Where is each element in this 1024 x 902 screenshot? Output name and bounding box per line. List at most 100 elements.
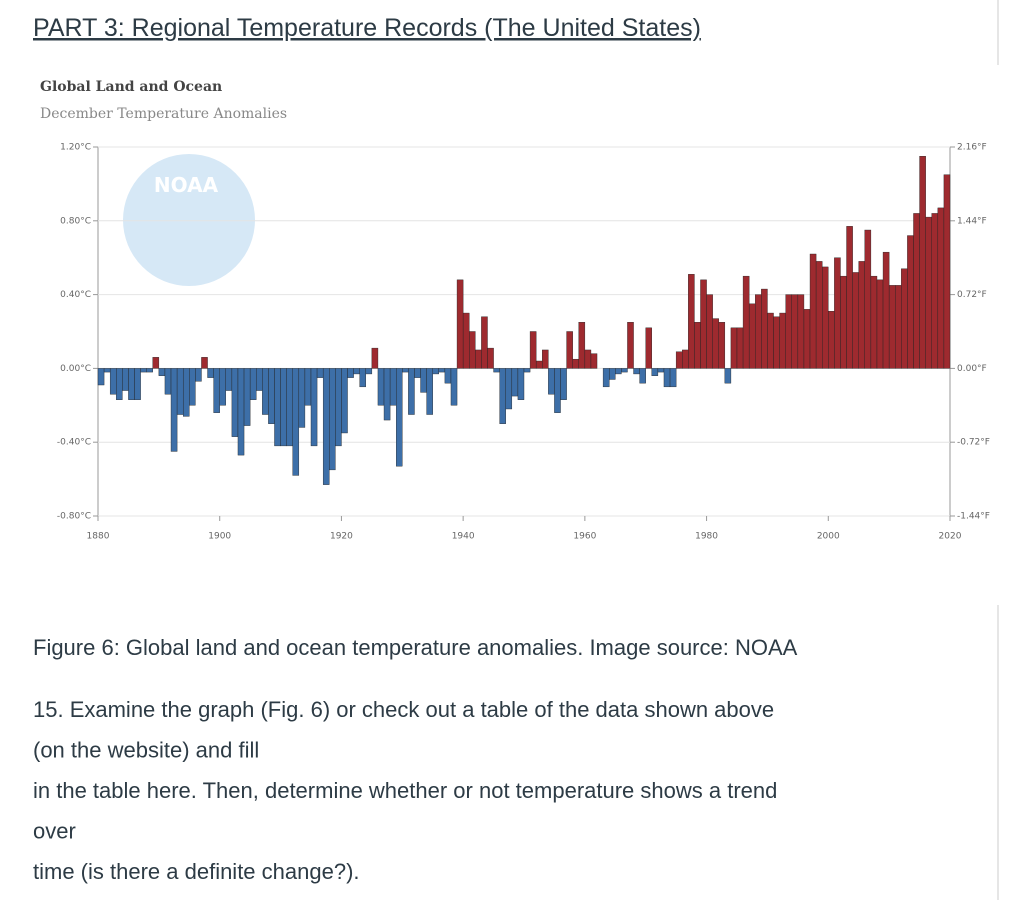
question-line: in the table here. Then, determine wheth… xyxy=(33,778,777,803)
bar xyxy=(730,327,738,369)
bar xyxy=(876,279,884,369)
bar xyxy=(633,368,640,375)
bar xyxy=(128,368,135,400)
bar xyxy=(402,368,409,373)
chart-subtitle: December Temperature Anomalies xyxy=(40,106,287,122)
bar xyxy=(438,368,446,373)
bar xyxy=(170,368,178,452)
bar xyxy=(736,327,744,369)
bar xyxy=(505,368,513,410)
bar xyxy=(469,331,476,369)
plot: -0.80°C -0.40°C 0.00°C 0.40°C 0.80°C 1.20°C -1… xyxy=(57,143,990,542)
bar xyxy=(341,368,348,434)
bar xyxy=(572,358,579,369)
bar xyxy=(207,368,214,378)
bar xyxy=(371,347,379,369)
bar xyxy=(779,312,786,369)
bar xyxy=(773,316,780,369)
bar xyxy=(523,368,531,373)
bar xyxy=(560,368,567,400)
bar xyxy=(578,322,586,369)
bar xyxy=(675,351,683,369)
caption: Figure 6: Global land and ocean temperat… xyxy=(33,635,798,660)
bar xyxy=(396,368,403,467)
x-tick-label: 2000 xyxy=(817,532,840,542)
bar xyxy=(627,322,634,369)
bar xyxy=(761,288,768,369)
bar xyxy=(158,368,166,376)
bar xyxy=(231,368,239,437)
bar xyxy=(566,331,573,369)
bar xyxy=(201,357,208,369)
question-line: time (is there a definite change?). xyxy=(33,859,360,884)
bar xyxy=(529,331,537,369)
bar xyxy=(383,368,391,421)
question: 15. Examine the graph (Fig. 6) or check … xyxy=(33,697,777,884)
bar xyxy=(146,368,153,373)
x-tick-label: 1900 xyxy=(208,532,231,542)
question-line: 15. Examine the graph (Fig. 6) or check … xyxy=(33,697,774,722)
bar xyxy=(122,368,129,391)
bar xyxy=(243,368,251,426)
y2-tick-label: 0.72°F xyxy=(957,290,987,300)
bar xyxy=(724,368,732,384)
bar xyxy=(219,368,226,406)
x-tick-label: 1880 xyxy=(87,532,110,542)
bar xyxy=(858,261,866,369)
bar xyxy=(840,275,847,369)
bar xyxy=(797,294,805,369)
bar xyxy=(134,368,141,400)
bar xyxy=(450,368,458,406)
bar xyxy=(116,368,123,400)
heading: PART 3: Regional Temperature Records (Th… xyxy=(33,14,701,42)
y-tick-label: 1.20°C xyxy=(60,143,91,153)
x-tick-label: 1920 xyxy=(330,532,353,542)
bar xyxy=(268,368,275,424)
logo-text: NOAA xyxy=(154,173,219,197)
bar xyxy=(408,368,415,415)
y2-tick-label: -0.72°F xyxy=(957,438,990,448)
bar xyxy=(493,368,500,373)
bar xyxy=(590,353,598,369)
bar xyxy=(748,303,756,369)
bar xyxy=(414,368,421,378)
bar xyxy=(657,368,665,373)
y2-tick-label: 0.00°F xyxy=(957,364,987,374)
bar xyxy=(919,156,926,369)
bar xyxy=(809,253,817,369)
bar xyxy=(639,368,646,384)
bar xyxy=(742,275,750,369)
bar xyxy=(280,368,287,447)
bar xyxy=(682,349,689,369)
bar xyxy=(609,368,616,380)
y-tick-label: -0.80°C xyxy=(57,512,91,522)
bar xyxy=(103,368,111,373)
bar xyxy=(262,368,269,415)
bar xyxy=(645,327,653,369)
bar xyxy=(286,368,293,447)
bar xyxy=(907,235,914,369)
question-line: (on the website) and fill xyxy=(33,738,259,763)
logo xyxy=(123,154,255,286)
bar xyxy=(542,349,549,369)
bar xyxy=(852,272,859,369)
bar xyxy=(846,226,853,369)
bar xyxy=(164,368,172,395)
bar xyxy=(347,368,354,378)
bar xyxy=(651,368,659,376)
bar xyxy=(237,368,245,456)
bar xyxy=(462,312,470,369)
bar xyxy=(688,274,695,369)
x-tick-label: 2020 xyxy=(939,532,962,542)
bar xyxy=(700,279,707,369)
bar xyxy=(444,368,452,384)
bar xyxy=(621,368,628,373)
bar xyxy=(864,229,872,369)
bar xyxy=(316,368,324,378)
x-tick-label: 1980 xyxy=(695,532,718,542)
bar xyxy=(834,257,841,369)
bar xyxy=(815,261,823,369)
bar xyxy=(359,368,366,388)
bar xyxy=(901,268,908,369)
